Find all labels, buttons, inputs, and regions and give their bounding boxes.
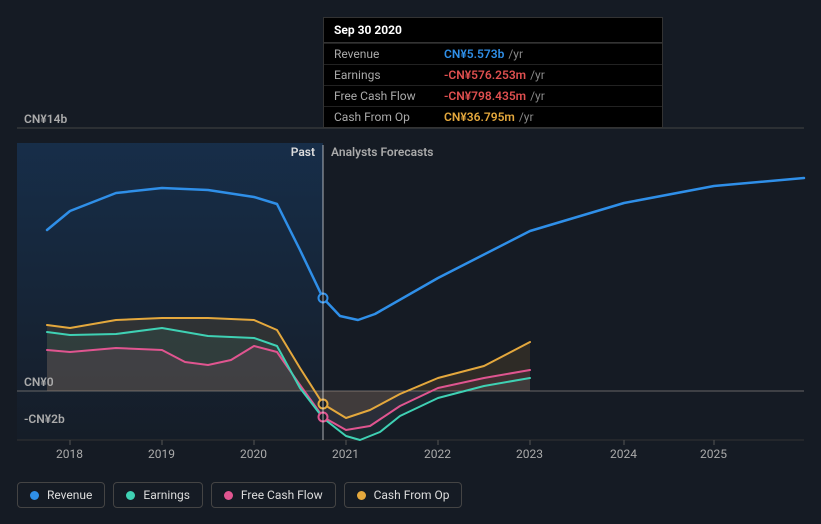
tooltip-row-value: CN¥36.795m (444, 110, 515, 124)
x-axis-label: 2020 (240, 447, 267, 461)
legend-item-free_cash_flow[interactable]: Free Cash Flow (211, 482, 336, 508)
legend-swatch (357, 491, 366, 500)
y-axis-label: CN¥0 (24, 375, 54, 389)
tooltip-row: RevenueCN¥5.573b/yr (324, 43, 662, 64)
tooltip-row-unit: /yr (530, 68, 545, 82)
x-axis-label: 2021 (332, 447, 359, 461)
x-axis-label: 2022 (424, 447, 451, 461)
legend-swatch (126, 491, 135, 500)
tooltip-row-label: Revenue (334, 47, 444, 61)
section-label-past: Past (291, 145, 315, 159)
tooltip-row: Earnings-CN¥576.253m/yr (324, 64, 662, 85)
legend-label: Cash From Op (374, 488, 450, 502)
tooltip-row-value: -CN¥798.435m (444, 89, 526, 103)
y-axis-label: -CN¥2b (24, 412, 65, 426)
legend-item-cash_from_op[interactable]: Cash From Op (344, 482, 463, 508)
chart-tooltip: Sep 30 2020RevenueCN¥5.573b/yrEarnings-C… (323, 17, 663, 128)
legend-item-earnings[interactable]: Earnings (113, 482, 203, 508)
legend-label: Revenue (47, 488, 92, 502)
tooltip-row-unit: /yr (519, 110, 534, 124)
legend-label: Earnings (143, 488, 190, 502)
x-axis-label: 2018 (56, 447, 83, 461)
tooltip-date: Sep 30 2020 (324, 18, 662, 43)
tooltip-row: Cash From OpCN¥36.795m/yr (324, 106, 662, 127)
legend: Revenue Earnings Free Cash Flow Cash From O… (17, 482, 462, 508)
tooltip-row-label: Cash From Op (334, 110, 444, 124)
tooltip-row-unit: /yr (508, 47, 523, 61)
y-axis-label: CN¥14b (24, 112, 67, 126)
tooltip-row-value: -CN¥576.253m (444, 68, 526, 82)
x-axis-label: 2019 (148, 447, 175, 461)
x-axis-label: 2025 (700, 447, 727, 461)
tooltip-row-label: Earnings (334, 68, 444, 82)
tooltip-row-unit: /yr (530, 89, 545, 103)
legend-swatch (224, 491, 233, 500)
x-axis-label: 2024 (610, 447, 637, 461)
tooltip-row-value: CN¥5.573b (444, 47, 504, 61)
tooltip-row: Free Cash Flow-CN¥798.435m/yr (324, 85, 662, 106)
financials-chart: CN¥14b CN¥0 -CN¥2b 2018 2019 2020 2021 2022 202… (0, 0, 821, 524)
section-label-forecasts: Analysts Forecasts (331, 145, 433, 159)
legend-swatch (30, 491, 39, 500)
x-axis-label: 2023 (516, 447, 543, 461)
tooltip-row-label: Free Cash Flow (334, 89, 444, 103)
legend-item-revenue[interactable]: Revenue (17, 482, 105, 508)
legend-label: Free Cash Flow (241, 488, 323, 502)
